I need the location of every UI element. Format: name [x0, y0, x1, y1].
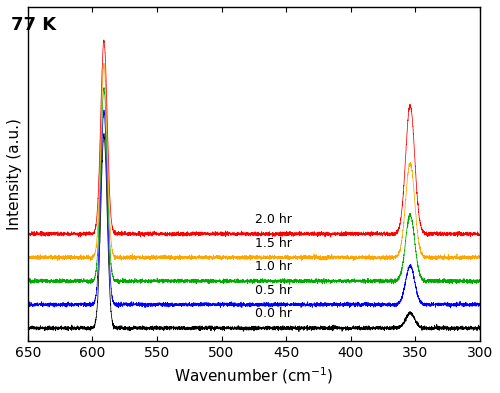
- Text: 1.0 hr: 1.0 hr: [255, 260, 292, 273]
- X-axis label: Wavenumber (cm$^{-1}$): Wavenumber (cm$^{-1}$): [174, 365, 334, 386]
- Y-axis label: Intensity (a.u.): Intensity (a.u.): [7, 118, 22, 230]
- Text: 0.5 hr: 0.5 hr: [254, 284, 292, 297]
- Text: 0.0 hr: 0.0 hr: [254, 307, 292, 320]
- Text: 2.0 hr: 2.0 hr: [255, 213, 292, 226]
- Text: 1.5 hr: 1.5 hr: [255, 237, 292, 250]
- Text: 77 K: 77 K: [11, 15, 56, 33]
